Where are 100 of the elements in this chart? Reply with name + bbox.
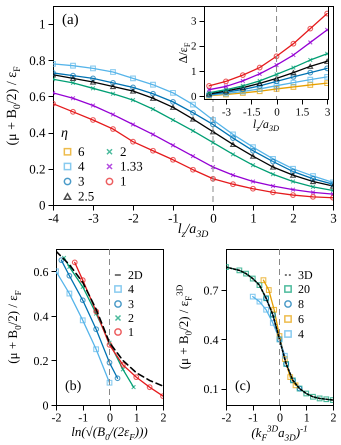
point — [107, 340, 112, 346]
point — [70, 72, 76, 79]
point — [282, 356, 288, 362]
point — [243, 270, 249, 277]
y-tick-label: 0 — [39, 198, 46, 212]
point — [130, 138, 136, 145]
legend-label: 3 — [128, 297, 134, 311]
point — [270, 184, 276, 188]
point — [263, 306, 270, 313]
point — [282, 352, 288, 359]
point — [323, 396, 330, 402]
point — [90, 117, 96, 123]
point — [230, 142, 236, 147]
x-tick-label: 1 — [250, 210, 257, 226]
x-tick-label: -2 — [128, 210, 139, 226]
point — [130, 84, 136, 90]
x-axis-title: l$_{z}$/a$_{3D}$ — [252, 116, 280, 134]
point — [93, 308, 100, 314]
point — [210, 140, 216, 146]
point — [307, 26, 314, 32]
point — [290, 65, 296, 70]
point — [290, 179, 296, 184]
legend-title: η — [61, 126, 68, 141]
point — [106, 380, 112, 386]
legend-label: 3D — [298, 268, 313, 282]
point — [310, 394, 316, 400]
point — [308, 40, 313, 45]
x-tick-label: 2 — [330, 410, 336, 424]
point — [130, 98, 136, 102]
point — [287, 374, 294, 380]
point — [170, 142, 176, 148]
point — [224, 84, 228, 89]
point — [170, 118, 176, 122]
point — [190, 166, 196, 173]
point — [316, 396, 323, 402]
x-tick-label: -2 — [52, 410, 62, 424]
point — [256, 88, 263, 94]
annotation: (c) — [235, 379, 251, 395]
point — [307, 82, 314, 88]
point — [110, 69, 116, 75]
legend-label: 6 — [78, 144, 85, 159]
point — [190, 102, 196, 108]
point — [290, 74, 296, 80]
point — [310, 178, 316, 184]
point — [256, 80, 263, 86]
legend-label: 4 — [298, 327, 304, 341]
point — [310, 173, 316, 179]
x-tick-label: 0 — [107, 410, 113, 424]
point — [110, 84, 116, 90]
point — [120, 362, 126, 368]
point — [290, 52, 296, 58]
point — [190, 154, 196, 159]
point — [290, 192, 296, 198]
point — [230, 132, 236, 138]
point — [290, 187, 296, 192]
point — [90, 79, 96, 85]
point — [274, 53, 280, 60]
point — [210, 176, 216, 182]
legend-label: 4 — [128, 282, 134, 296]
x-tick-label: 3 — [330, 210, 337, 226]
point — [90, 103, 96, 108]
y-tick-label: 0.4 — [34, 309, 48, 324]
point — [210, 122, 216, 128]
point — [292, 382, 298, 388]
x-tick-label: 2 — [160, 410, 166, 424]
point — [303, 390, 310, 396]
legend-label: 2 — [128, 311, 134, 325]
point — [70, 80, 76, 86]
point — [106, 360, 112, 366]
point — [190, 116, 196, 122]
point — [230, 135, 236, 141]
point — [250, 144, 256, 150]
y-tick-label: 0 — [191, 90, 197, 103]
point — [290, 40, 296, 47]
point — [256, 282, 262, 288]
point — [310, 184, 316, 190]
point — [110, 112, 116, 117]
point — [307, 64, 314, 69]
point — [110, 80, 116, 86]
x-tick-label: 0 — [274, 106, 280, 118]
annotation: (a) — [62, 12, 79, 29]
point — [270, 156, 276, 162]
y-tick-label: 0.8 — [29, 52, 46, 68]
point — [250, 148, 256, 154]
x-tick-label: 1 — [304, 410, 310, 424]
point — [150, 96, 156, 101]
point — [150, 106, 156, 112]
point — [70, 76, 76, 81]
x-tick-label: -1.5 — [243, 106, 261, 118]
x-tick-label: 0 — [277, 410, 283, 424]
point — [90, 86, 96, 91]
y-tick-label: 0.2 — [29, 161, 46, 176]
x-tick-label: -4 — [48, 210, 60, 226]
point — [70, 108, 76, 115]
x-tick-label: 1 — [134, 410, 140, 424]
legend-label: 6 — [298, 312, 304, 326]
legend-label: 20 — [298, 282, 310, 296]
point — [146, 384, 153, 390]
x-tick-label: -3 — [88, 210, 99, 226]
point — [270, 158, 276, 164]
